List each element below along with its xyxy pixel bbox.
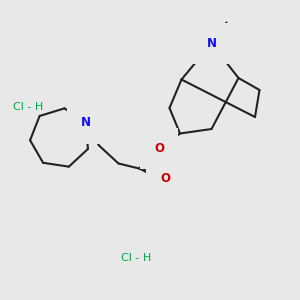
Text: Cl - H: Cl - H	[122, 253, 152, 263]
Text: O: O	[160, 172, 171, 185]
Text: Cl - H: Cl - H	[14, 101, 44, 112]
Text: O: O	[154, 142, 164, 155]
Text: N: N	[206, 37, 217, 50]
Text: N: N	[81, 116, 91, 130]
